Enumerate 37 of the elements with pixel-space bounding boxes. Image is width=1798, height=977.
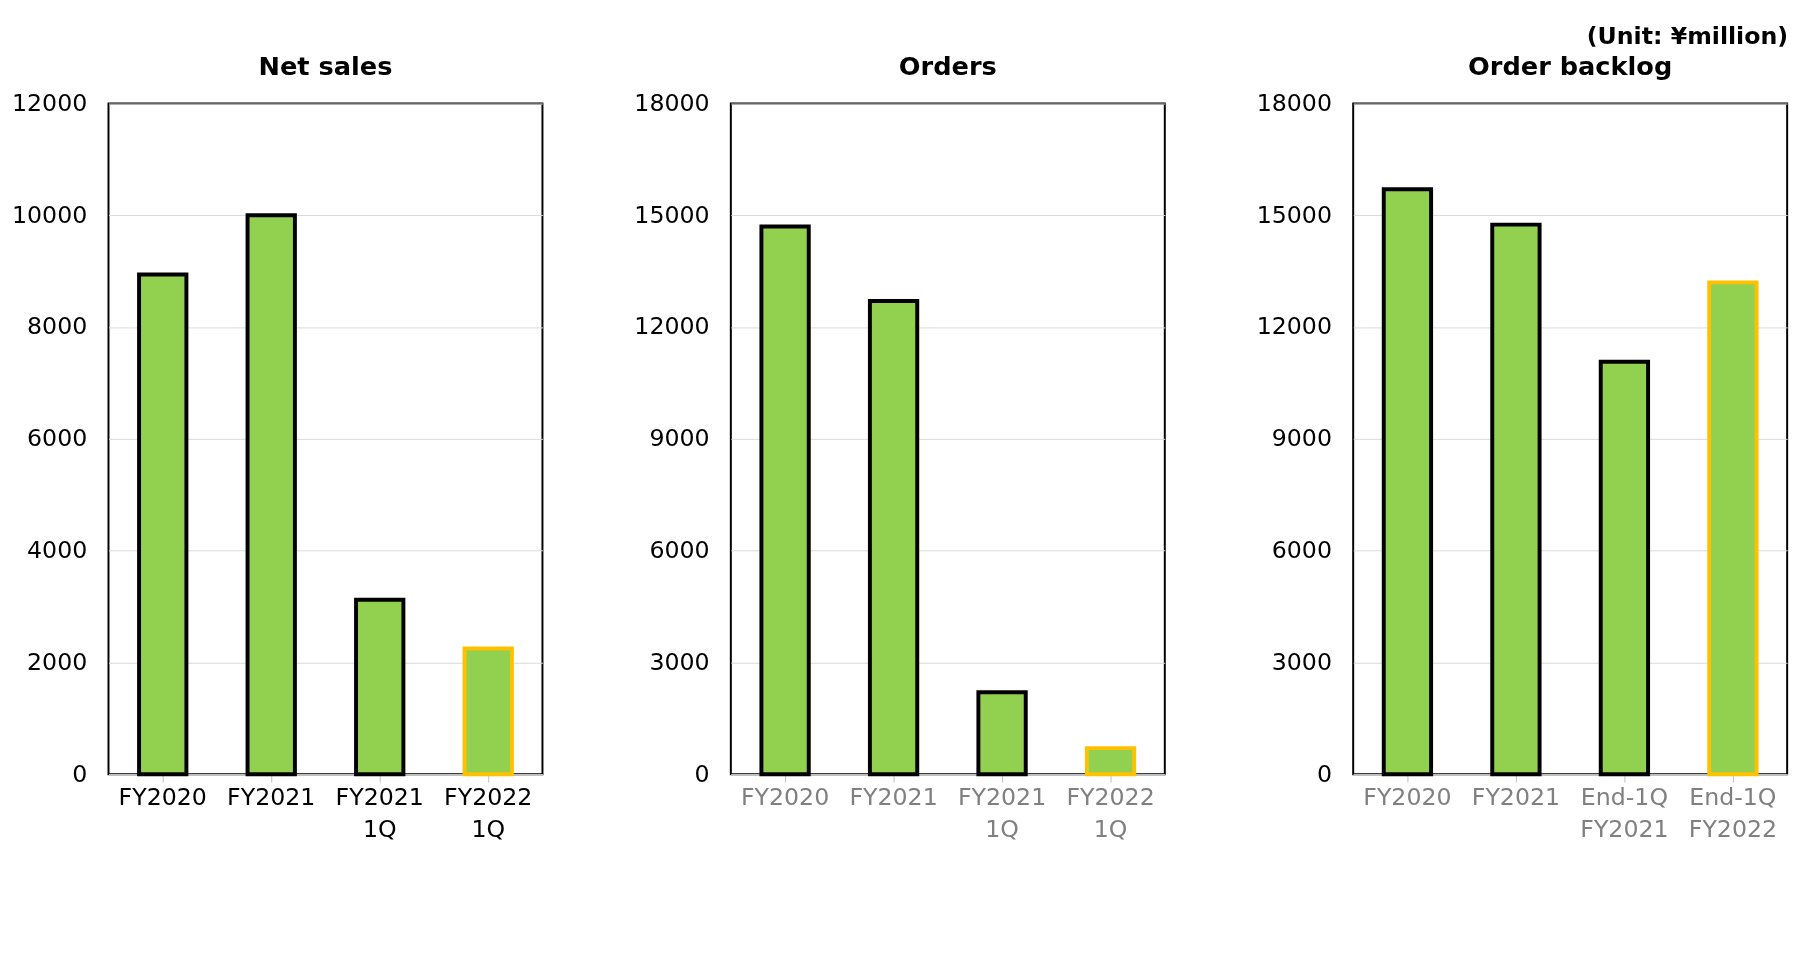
y-tick-label: 0: [1316, 759, 1332, 788]
chart-title: Order backlog: [1468, 50, 1673, 81]
y-tick-label: 18000: [1256, 88, 1332, 117]
x-tick-label: End-1Q FY2022: [1688, 783, 1778, 843]
y-tick-label: 2000: [27, 647, 88, 676]
x-tick-label: FY2022 1Q: [444, 783, 533, 843]
x-tick-label: FY2021: [1471, 783, 1561, 812]
y-tick-label: 15000: [634, 200, 710, 229]
x-tick-label: FY2021 1Q: [957, 783, 1047, 843]
x-tick-label: End-1Q FY2021: [1580, 783, 1669, 843]
x-tick-label: FY2020: [118, 783, 207, 812]
y-tick-label: 18000: [634, 88, 710, 117]
y-tick-label: 3000: [649, 647, 710, 676]
y-tick-label: 10000: [12, 200, 88, 229]
y-tick-label: 12000: [634, 312, 710, 341]
x-tick-label: FY2021: [227, 783, 316, 812]
x-tick-label: FY2022 1Q: [1066, 783, 1155, 843]
x-tick-label: FY2021 1Q: [335, 783, 424, 843]
y-tick-label: 9000: [649, 424, 710, 453]
y-tick-label: 3000: [1271, 647, 1332, 676]
y-tick-label: 4000: [27, 536, 88, 565]
y-tick-label: 15000: [1256, 200, 1332, 229]
y-tick-label: 8000: [27, 312, 88, 341]
y-tick-label: 6000: [1271, 536, 1332, 565]
chart-title: Net sales: [258, 50, 393, 81]
y-tick-label: 0: [694, 759, 710, 788]
y-tick-label: 0: [72, 759, 88, 788]
x-tick-label: FY2020: [1363, 783, 1452, 812]
y-tick-label: 6000: [649, 536, 710, 565]
y-tick-label: 9000: [1271, 424, 1332, 453]
y-tick-label: 6000: [27, 424, 88, 453]
y-tick-label: 12000: [1256, 312, 1332, 341]
x-tick-label: FY2021: [849, 783, 938, 812]
text: (Unit: ¥million): [1586, 22, 1789, 51]
x-tick-label: FY2020: [740, 783, 830, 812]
chart-title: Orders: [898, 50, 997, 81]
y-tick-label: 12000: [12, 88, 88, 117]
